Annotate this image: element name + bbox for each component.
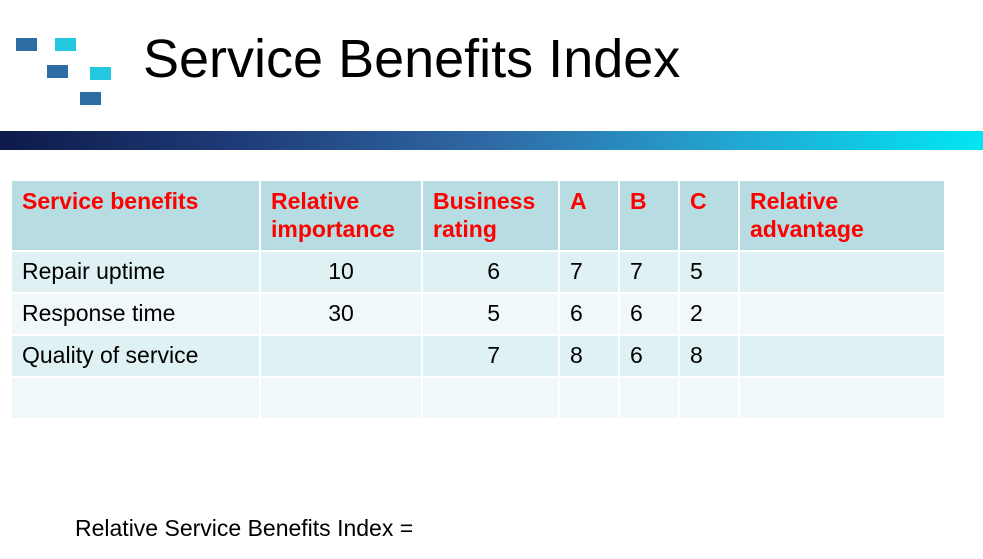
cell-b: 7 <box>619 251 680 294</box>
cell-c: 2 <box>679 293 740 336</box>
cell-b: 6 <box>619 293 680 336</box>
header-c: C <box>679 181 740 252</box>
table-row <box>12 377 944 420</box>
table-row: Quality of service 7 8 6 8 <box>12 335 944 378</box>
cell-business-rating <box>422 377 560 420</box>
index-formula-label: Relative Service Benefits Index = <box>75 515 414 541</box>
logo-icon <box>0 0 130 110</box>
page-title: Service Benefits Index <box>143 29 681 89</box>
cell-benefit: Repair uptime <box>12 251 261 294</box>
benefits-table: Service benefits Relative importance Bus… <box>12 181 944 420</box>
cell-importance: 10 <box>260 251 423 294</box>
table-header-row: Service benefits Relative importance Bus… <box>12 181 944 252</box>
table-row: Repair uptime 10 6 7 7 5 <box>12 251 944 294</box>
header-service-benefits: Service benefits <box>12 181 261 252</box>
cell-a: 6 <box>559 293 620 336</box>
header-b: B <box>619 181 680 252</box>
table-row: Response time 30 5 6 6 2 <box>12 293 944 336</box>
title-divider <box>0 131 983 150</box>
cell-benefit: Response time <box>12 293 261 336</box>
header-business-rating: Business rating <box>422 181 560 252</box>
cell-importance <box>260 335 423 378</box>
header-relative-importance: Relative importance <box>260 181 423 252</box>
header-a: A <box>559 181 620 252</box>
cell-advantage <box>739 293 944 336</box>
cell-b <box>619 377 680 420</box>
cell-importance <box>260 377 423 420</box>
cell-b: 6 <box>619 335 680 378</box>
cell-c: 8 <box>679 335 740 378</box>
cell-business-rating: 5 <box>422 293 560 336</box>
cell-advantage <box>739 335 944 378</box>
cell-business-rating: 6 <box>422 251 560 294</box>
cell-advantage <box>739 377 944 420</box>
cell-a: 7 <box>559 251 620 294</box>
cell-benefit <box>12 377 261 420</box>
cell-benefit: Quality of service <box>12 335 261 378</box>
cell-c: 5 <box>679 251 740 294</box>
cell-a <box>559 377 620 420</box>
cell-c <box>679 377 740 420</box>
cell-advantage <box>739 251 944 294</box>
cell-importance: 30 <box>260 293 423 336</box>
cell-a: 8 <box>559 335 620 378</box>
header-relative-advantage: Relative advantage <box>739 181 944 252</box>
cell-business-rating: 7 <box>422 335 560 378</box>
